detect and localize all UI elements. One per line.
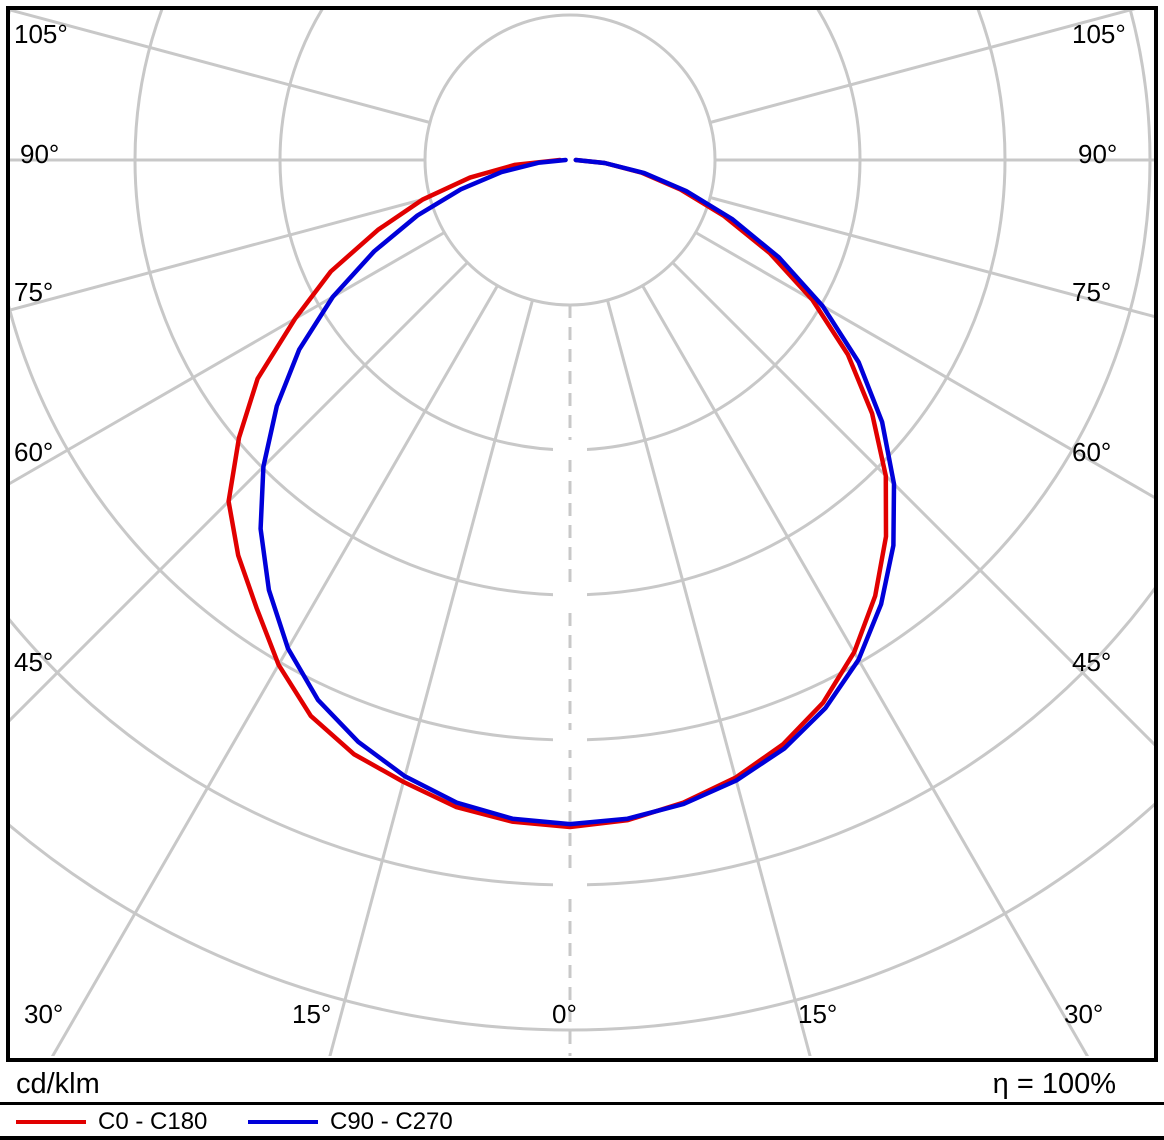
grid-spoke — [709, 196, 1154, 318]
ring-value-mask — [553, 730, 587, 750]
grid-spoke — [10, 196, 431, 312]
unit-label: cd/klm — [16, 1068, 100, 1100]
separator-line-bottom — [0, 1136, 1164, 1140]
angle-label: 75° — [1072, 277, 1112, 307]
ring-value-mask — [553, 875, 587, 895]
grid-spoke — [671, 261, 1154, 747]
curve-c0-c180 — [226, 157, 889, 830]
grid-spoke — [328, 299, 534, 1056]
angle-label: 90° — [1078, 139, 1118, 169]
legend-swatch-red-line — [16, 1120, 86, 1124]
grid-spoke — [606, 299, 812, 1056]
legend-entry-c90-c270: C90 - C270 — [248, 1108, 453, 1136]
grid-ring — [10, 802, 1154, 1032]
plot-border — [6, 6, 1158, 1062]
legend-label-c0-c180: C0 - C180 — [98, 1108, 208, 1135]
angle-label: 90° — [20, 139, 60, 169]
grid-ring — [10, 10, 1152, 742]
angle-label: 75° — [14, 277, 54, 307]
separator-line-top — [0, 1102, 1164, 1105]
angle-label: 105° — [14, 19, 68, 49]
angle-label: 30° — [1064, 999, 1104, 1029]
ring-value-mask — [553, 585, 587, 605]
grid-spoke — [709, 10, 1136, 124]
legend-label-c90-c270: C90 - C270 — [330, 1108, 453, 1135]
grid-spoke — [10, 10, 431, 124]
angle-label: 30° — [24, 999, 64, 1029]
angle-label: 45° — [1072, 647, 1112, 677]
efficiency-label: η = 100% — [992, 1068, 1116, 1100]
angle-label: 105° — [1072, 19, 1126, 49]
angle-label: 60° — [1072, 437, 1112, 467]
ring-value-mask — [553, 440, 587, 460]
grid-spoke — [694, 231, 1154, 499]
angle-label: 45° — [14, 647, 54, 677]
grid-spoke — [641, 284, 1090, 1056]
grid-ring — [423, 13, 717, 307]
polar-chart-svg — [6, 6, 1158, 1062]
polar-grid-group — [10, 10, 1154, 1056]
grid-spoke — [10, 231, 446, 486]
angle-label: 60° — [14, 437, 54, 467]
legend-swatch-blue-line — [248, 1120, 318, 1124]
angle-label: 15° — [292, 999, 332, 1029]
grid-spoke — [50, 284, 499, 1056]
grid-spoke — [10, 261, 469, 723]
angle-label: 0° — [552, 999, 577, 1029]
legend-entry-c0-c180: C0 - C180 — [16, 1108, 207, 1136]
legend-footer: cd/klm η = 100% C0 - C180 C90 - C270 — [0, 1062, 1164, 1140]
angle-label: 15° — [798, 999, 838, 1029]
curve-c90-c270 — [258, 157, 897, 827]
polar-chart: 105° 90° 75° 60° 45° 105° 90° 75° 60° 45° 30° 15° 0°… — [6, 6, 1158, 1062]
